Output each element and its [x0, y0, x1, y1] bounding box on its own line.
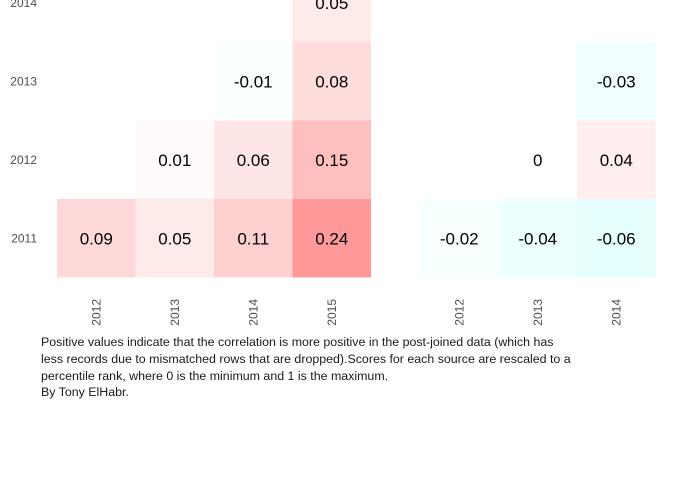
x-tick-label: 2014: [609, 299, 623, 326]
cell-value-label: 0.05: [315, 0, 348, 13]
heatmap-cell: [577, 199, 656, 278]
heatmap-cell: [577, 120, 656, 199]
cell-value-label: -0.04: [518, 229, 557, 248]
cell-value-label: -0.03: [597, 72, 636, 91]
x-tick-label: 2013: [168, 299, 182, 326]
heatmap-cell: [420, 199, 499, 278]
caption-line: Positive values indicate that the correl…: [41, 335, 554, 349]
cell-value-label: 0.24: [315, 229, 348, 248]
x-tick-label: 2015: [325, 299, 339, 326]
heatmap-cell: [292, 0, 371, 42]
heatmap-cell: [135, 120, 214, 199]
cell-value-label: 0.04: [600, 151, 633, 170]
caption-line: less records due to mismatched rows that…: [41, 351, 571, 366]
cell-value-label: 0.06: [237, 151, 270, 170]
x-tick-label: 2014: [246, 299, 260, 326]
heatmap-cell: [292, 120, 371, 199]
cell-value-label: -0.06: [597, 229, 636, 248]
heatmap-cell: [498, 199, 577, 278]
cell-value-label: 0.15: [315, 151, 348, 170]
heatmap-cell: [57, 199, 136, 278]
x-tick-label: 2012: [452, 299, 466, 326]
heatmap-cell: [214, 199, 293, 278]
cell-value-label: 0.08: [315, 72, 348, 91]
y-tick-label: 2014: [10, 0, 37, 10]
heatmap-cell: [292, 42, 371, 121]
heatmap-cell: [292, 199, 371, 278]
caption-line: percentile rank, where 0 is the minimum …: [41, 368, 389, 383]
cell-value-label: 0.09: [80, 229, 113, 248]
y-tick-label: 2013: [10, 74, 37, 88]
heatmap-cell: [214, 42, 293, 121]
cell-value-label: -0.01: [234, 72, 273, 91]
cell-value-label: 0: [533, 151, 542, 170]
cell-value-label: 0.11: [237, 229, 269, 248]
cell-value-label: -0.02: [440, 229, 479, 248]
chart-caption: Positive values indicate that the correl…: [41, 334, 641, 401]
caption-line: By Tony ElHabr.: [41, 385, 129, 400]
x-tick-label: 2012: [89, 299, 103, 326]
y-tick-label: 2012: [10, 153, 37, 167]
cell-value-label: 0.05: [158, 229, 191, 248]
y-tick-label: 2011: [11, 231, 37, 245]
heatmap-cell: [577, 42, 656, 121]
x-tick-label: 2013: [531, 299, 545, 326]
heatmap-cell: [498, 120, 577, 199]
heatmap-cell: [135, 199, 214, 278]
heatmap-cell: [214, 120, 293, 199]
cell-value-label: 0.01: [158, 151, 191, 170]
